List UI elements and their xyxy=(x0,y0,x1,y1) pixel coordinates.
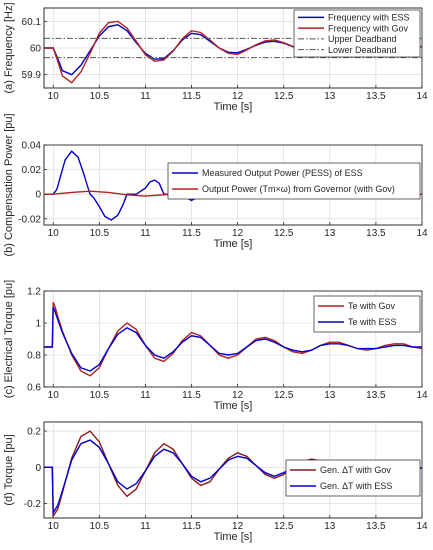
y-tick-label: 1 xyxy=(35,319,41,330)
legend-box xyxy=(167,162,421,200)
subplot-a: 10 10.5 11 11.5 12 12.5 13 13.5 14 59.9 60 60.1 Time… xyxy=(3,2,428,113)
x-tick-label: 12 xyxy=(232,228,244,239)
legend-label: Upper Deadband xyxy=(328,34,397,44)
x-tick-label: 12.5 xyxy=(274,91,294,102)
x-tick-label: 13.5 xyxy=(366,521,386,532)
y-tick-label: -0.02 xyxy=(18,214,41,225)
x-tick-label: 11.5 xyxy=(182,228,201,239)
x-tick-label: 11 xyxy=(140,390,151,401)
subplot-d: 10 10.5 11 11.5 12 12.5 13 13.5 14 -0.2 0 0.2 Time [… xyxy=(3,421,428,543)
y-tick-label: 1.2 xyxy=(27,287,41,298)
x-tick-label: 10 xyxy=(48,91,60,102)
x-tick-label: 12 xyxy=(232,91,244,102)
y-axis-label: (c) Electrical Torque [pu] xyxy=(3,280,15,398)
legend: Measured Output Power (PESS) of ESS Outpu… xyxy=(167,162,421,200)
y-tick-label: 0.2 xyxy=(27,427,41,438)
y-tick-label: 0.02 xyxy=(22,165,42,176)
legend-label: Frequency with Gov xyxy=(328,23,409,33)
x-tick-label: 12.5 xyxy=(274,228,294,239)
legend-label: Lower Deadband xyxy=(328,45,397,55)
x-tick-label: 12 xyxy=(232,390,244,401)
y-tick-label: 0.8 xyxy=(27,351,41,362)
legend-label: Measured Output Power (PESS) of ESS xyxy=(202,168,363,178)
x-tick-label: 13 xyxy=(324,390,336,401)
subplot-b: 10 10.5 11 11.5 12 12.5 13 13.5 14 -0.02 0 0.02 0.04… xyxy=(3,113,428,256)
x-tick-label: 11.5 xyxy=(182,390,201,401)
legend-box xyxy=(285,459,421,497)
x-tick-label: 13.5 xyxy=(366,228,386,239)
x-tick-label: 13.5 xyxy=(366,390,386,401)
legend-label: Te with Gov xyxy=(348,301,396,311)
x-tick-label: 11 xyxy=(140,521,151,532)
x-axis-label: Time [s] xyxy=(214,101,253,113)
legend-label: Gen. ΔT with Gov xyxy=(320,465,391,475)
y-tick-label: 60.1 xyxy=(22,17,42,28)
series-line xyxy=(44,306,422,372)
x-axis-label: Time [s] xyxy=(214,531,253,543)
y-axis-label: (a) Frequency [Hz] xyxy=(3,2,15,93)
y-tick-label: 0.04 xyxy=(22,141,42,152)
x-tick-label: 12.5 xyxy=(274,521,294,532)
y-tick-label: 0 xyxy=(35,463,41,474)
x-tick-label: 14 xyxy=(416,228,428,239)
y-tick-label: 0 xyxy=(35,190,41,201)
plot-border xyxy=(43,144,423,226)
x-tick-label: 11.5 xyxy=(182,91,201,102)
x-tick-label: 12 xyxy=(232,521,244,532)
x-tick-label: 13 xyxy=(324,521,336,532)
plot-border xyxy=(43,421,423,519)
legend-label: Te with ESS xyxy=(348,317,397,327)
plot-border xyxy=(43,7,423,89)
x-tick-label: 11 xyxy=(140,228,151,239)
y-tick-label: 60 xyxy=(30,44,42,55)
y-tick-label: 0.6 xyxy=(27,383,41,394)
x-tick-label: 10.5 xyxy=(90,91,110,102)
x-tick-label: 10.5 xyxy=(90,228,110,239)
x-tick-label: 12.5 xyxy=(274,390,294,401)
legend: Te with Gov Te with ESS xyxy=(313,295,421,333)
x-axis-label: Time [s] xyxy=(214,238,253,250)
y-tick-label: -0.2 xyxy=(24,499,42,510)
series-group xyxy=(44,301,422,377)
x-tick-label: 13 xyxy=(324,91,336,102)
x-tick-label: 11.5 xyxy=(182,521,201,532)
x-axis-label: Time [s] xyxy=(214,400,253,412)
x-tick-label: 14 xyxy=(416,91,428,102)
x-tick-label: 11 xyxy=(140,91,151,102)
y-tick-label: 59.9 xyxy=(22,70,42,81)
legend-label: Frequency with ESS xyxy=(328,13,410,23)
x-tick-label: 10.5 xyxy=(90,521,110,532)
x-tick-label: 14 xyxy=(416,390,428,401)
legend-box xyxy=(313,295,421,333)
y-axis-label: (b) Compensation Power [pu] xyxy=(3,113,15,256)
y-axis-label: (d) Torque [pu] xyxy=(3,434,15,505)
legend-label: Output Power (Tm×ω) from Governor (with … xyxy=(202,184,395,194)
x-tick-label: 10 xyxy=(48,228,60,239)
plot-border xyxy=(43,290,423,388)
x-tick-label: 10 xyxy=(48,390,60,401)
subplot-c: 10 10.5 11 11.5 12 12.5 13 13.5 14 0.6 0.8 1 1.2 Time… xyxy=(3,280,428,412)
x-tick-label: 10.5 xyxy=(90,390,110,401)
x-tick-label: 13 xyxy=(324,228,336,239)
legend-label: Gen. ΔT with ESS xyxy=(320,481,392,491)
x-tick-label: 10 xyxy=(48,521,60,532)
x-tick-label: 13.5 xyxy=(366,91,386,102)
x-tick-label: 14 xyxy=(416,521,428,532)
legend: Gen. ΔT with Gov Gen. ΔT with ESS xyxy=(285,459,421,497)
